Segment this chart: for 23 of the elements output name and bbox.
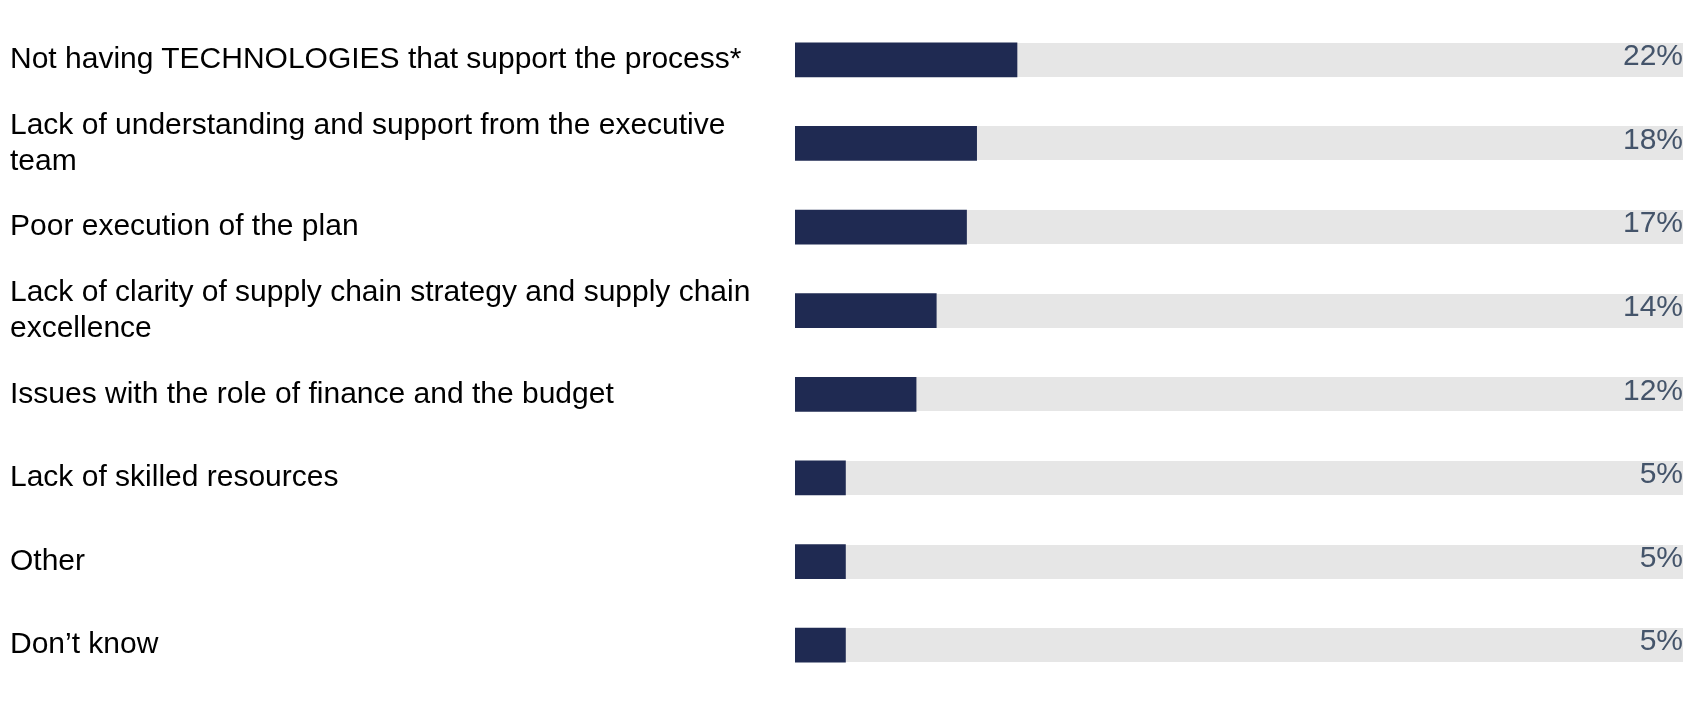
bar	[795, 544, 846, 579]
bar	[795, 627, 846, 663]
data-label: 14%	[1622, 288, 1683, 322]
bar	[795, 376, 917, 412]
y-tick-label: Lack of skilled resources	[10, 459, 339, 493]
data-label: 17%	[1622, 205, 1683, 239]
y-tick-label: Other	[10, 542, 86, 576]
bar	[795, 293, 937, 329]
data-label: 18%	[1622, 121, 1683, 155]
data-label: 22%	[1622, 38, 1683, 72]
y-tick-label: Lack of clarity of supply chain strategy and supply chain excellence	[10, 273, 751, 343]
bar	[795, 460, 846, 496]
data-label: 5%	[1639, 623, 1683, 657]
y-tick-label: Lack of understanding and support from the executive team	[10, 106, 726, 176]
data-label: 5%	[1639, 539, 1683, 573]
bar	[795, 209, 967, 245]
y-tick-label: Don’t know	[10, 626, 159, 660]
data-label: 12%	[1622, 372, 1683, 406]
y-tick-label: Poor execution of the plan	[10, 208, 359, 242]
data-label: 5%	[1639, 456, 1683, 490]
y-tick-label: Issues with the role of finance and the budget	[10, 375, 615, 409]
y-tick-label: Not having TECHNOLOGIES that support the process*	[10, 41, 742, 75]
bar	[795, 126, 977, 161]
